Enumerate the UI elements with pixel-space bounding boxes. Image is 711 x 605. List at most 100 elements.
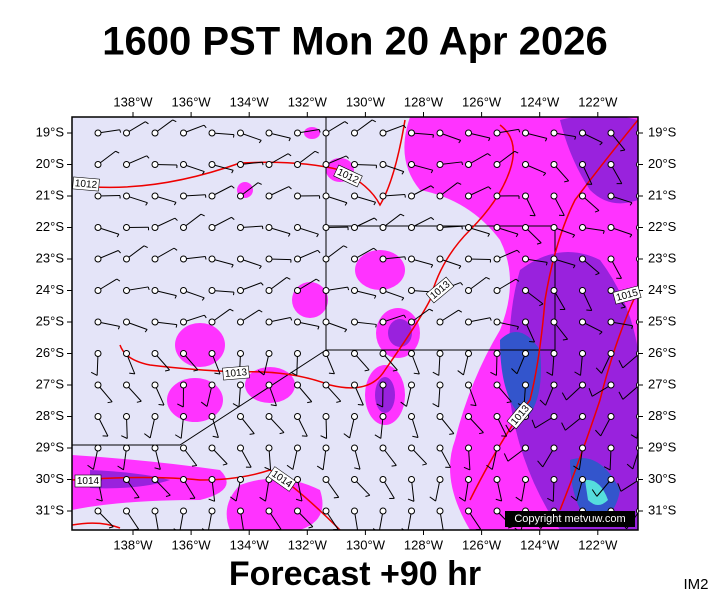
station bbox=[580, 382, 586, 388]
station bbox=[409, 225, 415, 231]
station bbox=[523, 382, 529, 388]
isobar-label: 1014 bbox=[75, 475, 101, 487]
station bbox=[437, 130, 443, 136]
wind-barb bbox=[159, 405, 164, 406]
lat-label: 24°S bbox=[648, 282, 677, 297]
station bbox=[95, 162, 101, 168]
station bbox=[580, 193, 586, 199]
station bbox=[608, 193, 614, 199]
station bbox=[209, 477, 215, 483]
wind-barb bbox=[651, 243, 655, 244]
station bbox=[295, 351, 301, 357]
station bbox=[152, 382, 158, 388]
lat-label: 27°S bbox=[648, 376, 677, 391]
station bbox=[124, 193, 130, 199]
station bbox=[523, 130, 529, 136]
station bbox=[551, 477, 557, 483]
station bbox=[437, 256, 443, 262]
station bbox=[266, 193, 272, 199]
station bbox=[209, 130, 215, 136]
station bbox=[124, 414, 130, 420]
station bbox=[352, 477, 358, 483]
station bbox=[380, 130, 386, 136]
station bbox=[209, 508, 215, 514]
lon-label: 124°W bbox=[520, 537, 560, 552]
station bbox=[152, 256, 158, 262]
station bbox=[152, 508, 158, 514]
station bbox=[437, 382, 443, 388]
station bbox=[437, 414, 443, 420]
station bbox=[295, 445, 301, 451]
station bbox=[238, 225, 244, 231]
wind-barb bbox=[653, 178, 657, 180]
image-code: IM2 bbox=[683, 576, 708, 593]
lat-label: 23°S bbox=[648, 250, 677, 265]
station bbox=[523, 477, 529, 483]
lat-label: 21°S bbox=[36, 187, 65, 202]
station bbox=[466, 162, 472, 168]
station bbox=[323, 351, 329, 357]
station bbox=[124, 382, 130, 388]
station bbox=[608, 225, 614, 231]
station bbox=[494, 445, 500, 451]
station bbox=[266, 288, 272, 294]
station bbox=[352, 130, 358, 136]
station bbox=[466, 193, 472, 199]
station bbox=[551, 288, 557, 294]
station bbox=[295, 256, 301, 262]
station bbox=[152, 445, 158, 451]
lat-label: 28°S bbox=[36, 408, 65, 423]
station bbox=[323, 508, 329, 514]
station bbox=[295, 162, 301, 168]
station bbox=[238, 445, 244, 451]
station bbox=[580, 288, 586, 294]
lat-label: 23°S bbox=[36, 250, 65, 265]
station bbox=[380, 508, 386, 514]
station bbox=[323, 382, 329, 388]
lat-label: 22°S bbox=[36, 219, 65, 234]
lat-label: 26°S bbox=[648, 345, 677, 360]
station bbox=[494, 130, 500, 136]
station bbox=[380, 193, 386, 199]
station bbox=[181, 162, 187, 168]
station bbox=[152, 288, 158, 294]
station bbox=[466, 130, 472, 136]
station bbox=[95, 288, 101, 294]
station bbox=[124, 445, 130, 451]
station bbox=[580, 162, 586, 168]
wind-barb bbox=[462, 162, 463, 165]
wind-barb bbox=[392, 465, 397, 466]
station bbox=[608, 351, 614, 357]
station bbox=[124, 225, 130, 231]
station bbox=[494, 382, 500, 388]
station bbox=[95, 256, 101, 262]
station bbox=[580, 256, 586, 262]
isobar-label: 1013 bbox=[223, 366, 250, 380]
station bbox=[494, 225, 500, 231]
station bbox=[266, 319, 272, 325]
station bbox=[95, 130, 101, 136]
lat-label: 20°S bbox=[648, 156, 677, 171]
lat-label: 19°S bbox=[36, 124, 65, 139]
station bbox=[323, 445, 329, 451]
lat-label: 30°S bbox=[648, 471, 677, 486]
station bbox=[580, 225, 586, 231]
station bbox=[124, 477, 130, 483]
station bbox=[523, 288, 529, 294]
station bbox=[352, 319, 358, 325]
station bbox=[437, 445, 443, 451]
lat-label: 25°S bbox=[36, 313, 65, 328]
station bbox=[124, 288, 130, 294]
lon-label: 126°W bbox=[462, 94, 502, 109]
station bbox=[209, 414, 215, 420]
station bbox=[209, 382, 215, 388]
lon-label: 130°W bbox=[346, 94, 386, 109]
station bbox=[380, 414, 386, 420]
isobar-label: 1012 bbox=[73, 177, 100, 191]
station bbox=[209, 445, 215, 451]
station bbox=[494, 256, 500, 262]
wind-barb bbox=[563, 339, 568, 340]
station bbox=[608, 414, 614, 420]
station bbox=[124, 351, 130, 357]
station bbox=[209, 256, 215, 262]
